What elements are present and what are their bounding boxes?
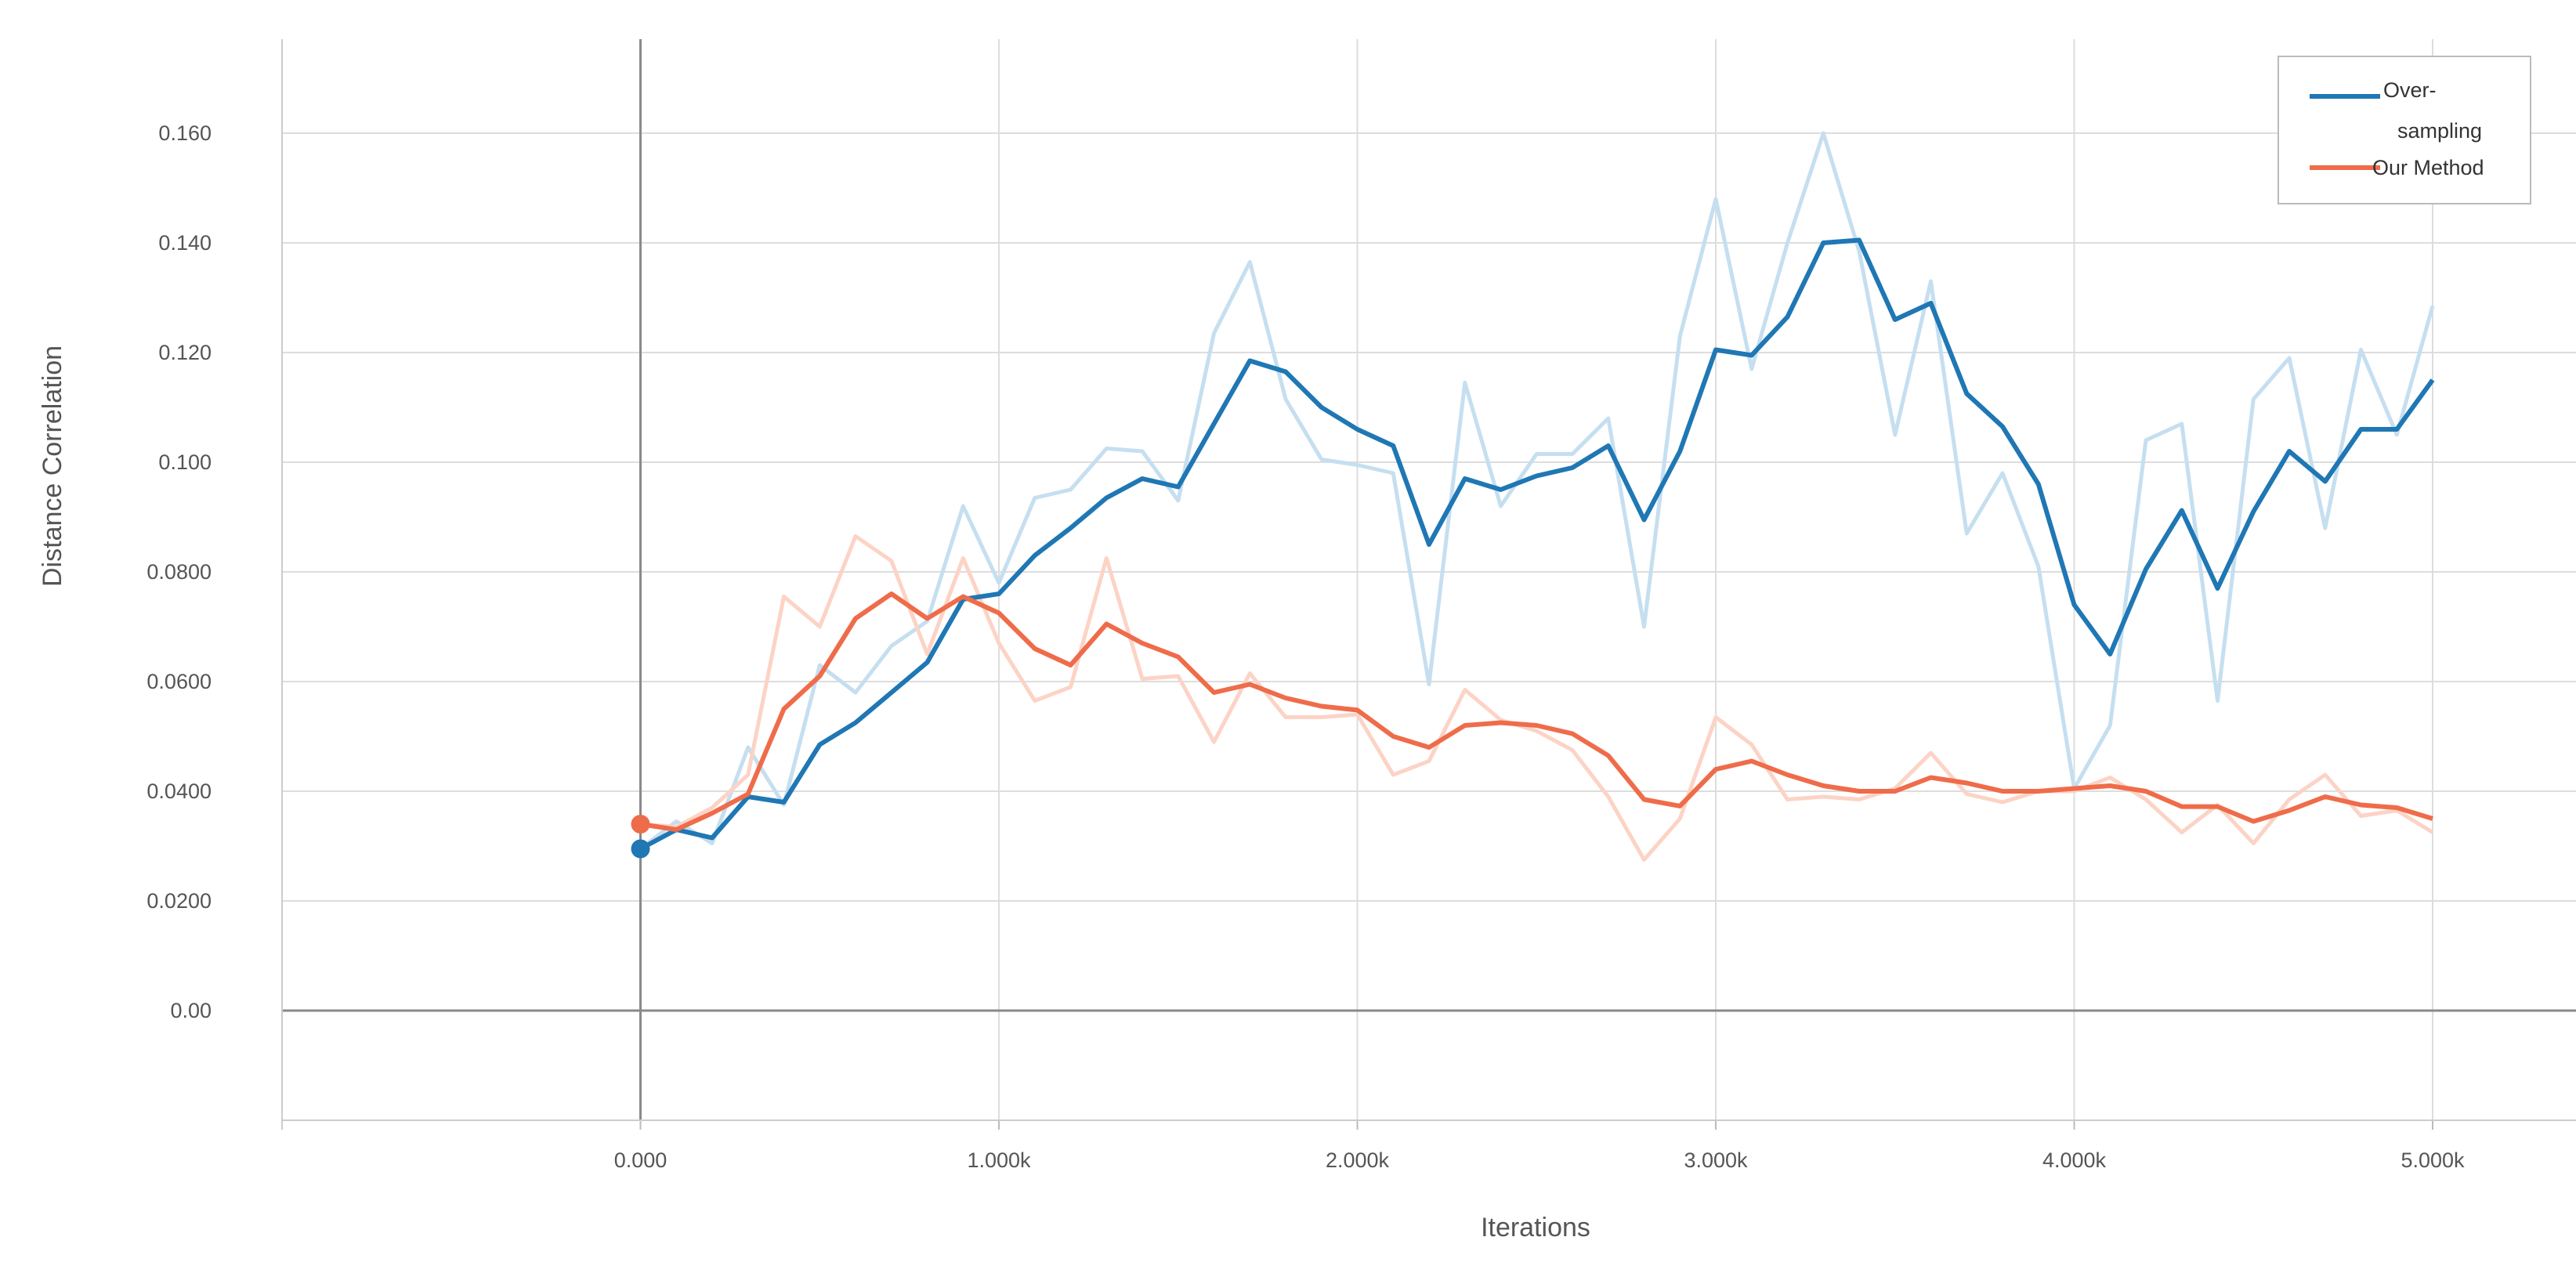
y-tick-label: 0.0800 (147, 560, 212, 584)
start-markers (631, 815, 650, 859)
x-axis-title: Iterations (1481, 1213, 1590, 1242)
legend-box (2278, 56, 2531, 204)
start-point-over-sampling (631, 839, 650, 859)
x-tick-label: 1.000k (967, 1148, 1031, 1172)
x-tick-label: 3.000k (1684, 1148, 1748, 1172)
smoothed-series-lines (639, 237, 2435, 852)
axes (281, 39, 2576, 1130)
x-tick-label: 5.000k (2401, 1148, 2465, 1172)
smoothed-line-our-method (640, 591, 2433, 832)
raw-series-lines (639, 131, 2435, 862)
tick-labels: 0.00 0.0200 0.0400 0.0600 0.0800 0.100 0.120 0.… (147, 121, 2465, 1172)
y-tick-label: 0.120 (158, 341, 212, 364)
y-tick-label: 0.100 (158, 450, 212, 474)
legend: Over- sampling Our Method (2278, 56, 2531, 204)
y-axis-title: Distance Correlation (38, 345, 67, 587)
y-tick-label: 0.0200 (147, 889, 212, 913)
y-tick-label: 0.00 (170, 999, 212, 1022)
x-tick-label: 2.000k (1326, 1148, 1390, 1172)
x-tick-label: 4.000k (2042, 1148, 2107, 1172)
legend-label-our-method: Our Method (2372, 156, 2484, 179)
x-tick-label: 0.000 (614, 1148, 668, 1172)
raw-line-our-method (640, 534, 2434, 862)
smoothed-line-over-sampling (639, 237, 2435, 852)
y-tick-label: 0.0400 (147, 779, 212, 803)
start-point-our-method (631, 815, 650, 834)
legend-label-over-sampling-line1: Over- (2383, 78, 2437, 102)
y-tick-label: 0.160 (158, 121, 212, 145)
raw-line-over-sampling (639, 131, 2435, 851)
y-tick-label: 0.140 (158, 231, 212, 255)
y-tick-label: 0.0600 (147, 670, 212, 693)
legend-label-over-sampling-line2: sampling (2397, 119, 2482, 143)
grid (282, 39, 2576, 1120)
